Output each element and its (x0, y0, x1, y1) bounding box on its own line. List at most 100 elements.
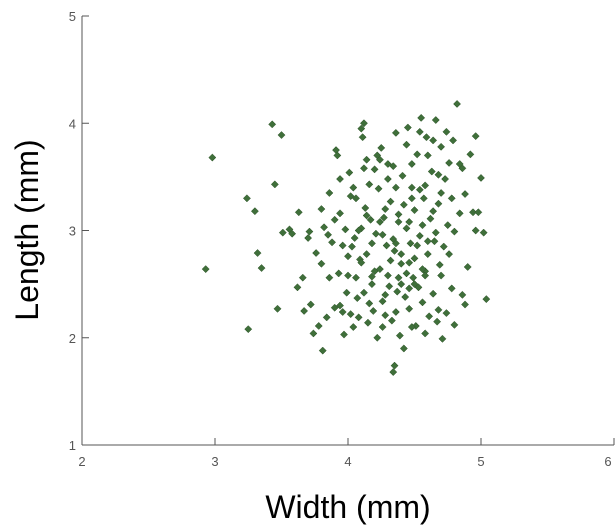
scatter-point (463, 263, 472, 271)
scatter-point (430, 237, 439, 246)
scatter-point (418, 221, 427, 230)
scatter-point (250, 207, 259, 216)
scatter-point (304, 234, 313, 242)
scatter-point (363, 318, 372, 327)
scatter-point (325, 189, 334, 197)
scatter-point (477, 173, 485, 182)
scatter-point (403, 123, 412, 132)
scatter-point (389, 162, 398, 171)
scatter-point (322, 313, 331, 322)
scatter-point (413, 150, 422, 159)
scatter-point (360, 119, 368, 128)
scatter-point (360, 164, 368, 173)
scatter-point (377, 143, 386, 152)
scatter-point (336, 175, 344, 183)
scatter-point (461, 300, 469, 309)
scatter-point (433, 317, 442, 326)
scatter-point (423, 237, 432, 246)
scatter-point (317, 259, 326, 268)
scatter-point (407, 194, 416, 203)
scatter-point (354, 313, 363, 322)
scatter-point (417, 113, 426, 122)
scatter-point (434, 199, 443, 208)
y-tick-label: 3 (69, 224, 76, 239)
scatter-point (405, 304, 414, 313)
y-tick-label: 4 (69, 116, 76, 131)
scatter-point (410, 206, 419, 215)
scatter-point (421, 329, 430, 338)
scatter-point (397, 280, 406, 289)
scatter-point (441, 175, 450, 183)
scatter-point (375, 155, 384, 164)
x-tick-label: 4 (344, 454, 351, 469)
scatter-point (367, 280, 376, 289)
scatter-point (405, 258, 414, 267)
scatter-point (357, 124, 366, 133)
x-axis-title: Width (mm) (265, 489, 430, 525)
scatter-point (362, 211, 371, 220)
scatter-point (344, 271, 352, 280)
scatter-point (418, 265, 427, 274)
scatter-point (381, 290, 390, 299)
scatter-point (273, 304, 282, 313)
scatter-point (354, 226, 363, 235)
scatter-point (336, 209, 344, 218)
scatter-point (362, 155, 371, 164)
scatter-point (429, 136, 438, 145)
scatter-point (437, 271, 446, 280)
scatter-point (471, 226, 480, 235)
scatter-point (208, 153, 217, 162)
scatter-point (437, 189, 446, 197)
scatter-point (365, 180, 374, 189)
scatter-point (342, 288, 351, 297)
scatter-point (397, 250, 406, 259)
scatter-point (288, 229, 297, 238)
scatter-point (381, 205, 390, 214)
scatter-point (469, 208, 477, 217)
y-axis: 1 2 3 4 5 Length (mm) (9, 9, 89, 453)
scatter-point (397, 259, 406, 268)
scatter-point (415, 185, 424, 194)
scatter-point (429, 289, 438, 298)
scatter-point (423, 250, 432, 259)
scatter-point (369, 306, 378, 315)
scatter-point (344, 252, 352, 261)
scatter-point (386, 197, 395, 206)
x-tick-label: 5 (477, 454, 484, 469)
scatter-point (434, 170, 443, 179)
scatter-point (375, 265, 384, 274)
scatter-point (415, 127, 424, 136)
scatter-point (394, 210, 403, 219)
scatter-point (422, 133, 431, 142)
scatter-point (426, 214, 435, 223)
scatter-point (242, 194, 251, 203)
scatter-point (409, 273, 418, 282)
scatter-point (442, 127, 451, 136)
scatter-point (330, 215, 339, 224)
scatter-point (346, 192, 355, 201)
scatter-point (393, 287, 402, 296)
scatter-point (458, 290, 467, 299)
y-tick-label: 5 (69, 9, 76, 24)
scatter-point (395, 331, 404, 340)
scatter-point (378, 230, 387, 239)
scatter-point (353, 294, 362, 303)
scatter-point (402, 269, 411, 278)
scatter-point (314, 321, 323, 330)
scatter-point (407, 183, 416, 192)
scatter-point (406, 239, 415, 248)
scatter-point (410, 280, 419, 289)
scatter-point (382, 241, 391, 250)
scatter-point (399, 200, 408, 209)
scatter-point (345, 168, 354, 177)
scatter-point (320, 223, 329, 232)
scatter-point (270, 180, 279, 189)
scatter-point (332, 146, 340, 155)
scatter-point (334, 269, 343, 278)
scatter-point (425, 312, 434, 321)
scatter-point (305, 227, 314, 236)
scatter-point (298, 273, 307, 282)
scatter-point (391, 183, 400, 192)
scatter-point (387, 316, 396, 325)
